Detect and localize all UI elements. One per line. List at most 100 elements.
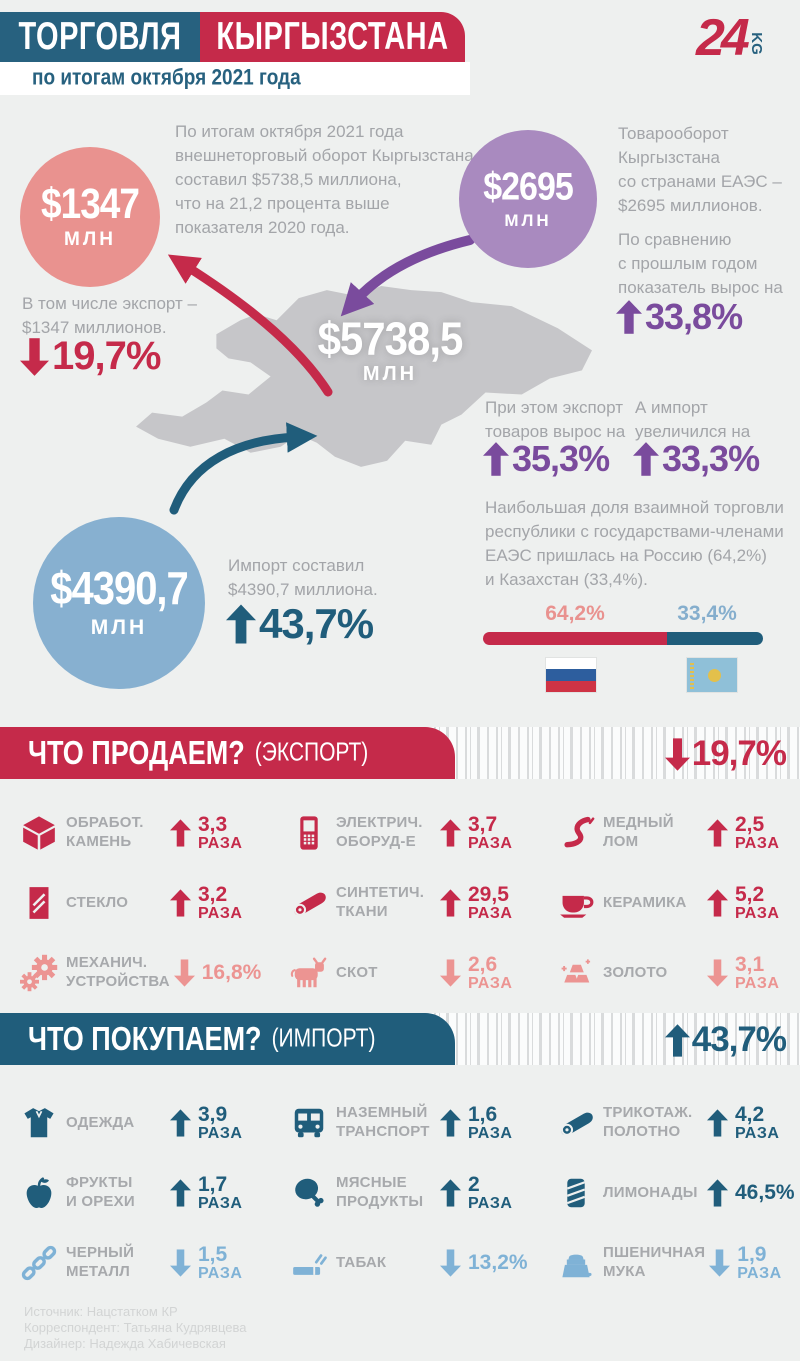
item-unit: РАЗА [198,1264,243,1282]
up-arrow-icon [440,819,461,847]
item-unit: РАЗА [468,974,513,992]
import-section-band: ЧТО ПОКУПАЕМ? (ИМПОРТ) [0,1013,455,1065]
title-box-right: КЫРГЫЗСТАНА [200,12,465,62]
eaes-import-growth: 33,3% [633,438,760,480]
item-label: МЕДНЫЙ ЛОМ [603,814,674,850]
trade-share-bar [483,632,763,645]
item-unit: РАЗА [735,1124,780,1142]
item-label: ЭЛЕКТРИЧ. ОБОРУД-Е [336,814,423,850]
export-note: В том числе экспорт – $1347 миллионов. [22,294,197,337]
export-circle-value: $1347 [41,179,140,227]
up-arrow-icon [707,819,728,847]
up-arrow-icon [226,604,256,644]
page-subtitle: по итогам октября 2021 года [32,65,301,90]
eaes-export-growth-value: 35,3% [512,438,610,479]
apple-icon [20,1174,66,1212]
import-circle: $4390,7 МЛН [33,517,205,689]
gold-bars-icon [557,954,603,992]
import-item-row: ОДЕЖДА 3,9 РАЗА [20,1088,290,1158]
eaes-growth-value: 33,8% [645,296,743,337]
item-unit: РАЗА [737,1264,782,1282]
export-item-row: МЕХАНИЧ. УСТРОЙСТВА 16,8% [20,938,290,1008]
item-value: 16,8% [201,960,262,984]
eaes-import-note: А импорт увеличился на [635,398,751,441]
kazakhstan-flag [687,658,737,692]
item-label: ОБРАБОТ. КАМЕНЬ [66,814,144,850]
export-section-subtitle: (ЭКСПОРТ) [254,738,369,767]
item-label: СКОТ [336,963,378,981]
export-item-row: ОБРАБОТ. КАМЕНЬ 3,3 РАЗА [20,798,290,868]
item-value: 1,6 [468,1102,498,1126]
import-item-row: НАЗЕМНЫЙ ТРАНСПОРТ 1,6 РАЗА [290,1088,557,1158]
up-arrow-icon [707,1109,728,1137]
item-label: ФРУКТЫ И ОРЕХИ [66,1174,135,1210]
item-value: 1,7 [198,1172,228,1196]
export-circle: $1347 МЛН [20,147,160,287]
credits: Источник: Нацстатком КР Корреспондент: Т… [24,1304,246,1352]
import-item-row: ПШЕНИЧНАЯ МУКА 1,9 РАЗА [557,1228,786,1298]
eaes-growth: 33,8% [616,296,743,338]
export-change: 19,7% [20,334,161,379]
stone-icon [20,814,66,852]
import-item-row: ФРУКТЫ И ОРЕХИ 1,7 РАЗА [20,1158,290,1228]
logo-suffix: KG [747,32,765,55]
item-unit: РАЗА [468,904,513,922]
item-value: 4,2 [735,1102,765,1126]
russia-share-label: 64,2% [545,602,605,625]
import-item-row: ЛИМОНАДЫ 46,5% [557,1158,795,1228]
export-section-change-value: 19,7% [691,734,787,773]
credit-designer: Дизайнер: Надежда Хабичевская [24,1336,226,1351]
import-note: Импорт составил $4390,7 миллиона. [228,556,378,599]
item-value: 2,6 [468,952,498,976]
item-label: ЛИМОНАДЫ [603,1183,698,1201]
page-title-right: КЫРГЫЗСТАНА [216,14,449,58]
credit-source: Источник: Нацстатком КР [24,1304,178,1319]
flag-stripe [546,658,596,670]
item-value: 5,2 [735,882,765,906]
item-unit: РАЗА [735,904,780,922]
item-label: ТАБАК [336,1253,387,1271]
export-item-row: СКОТ 2,6 РАЗА [290,938,557,1008]
down-arrow-icon [170,1249,191,1277]
up-arrow-icon [483,442,509,476]
up-arrow-icon [633,442,659,476]
flag-ornament [690,661,694,689]
item-value: 13,2% [468,1250,528,1274]
cup-icon [557,884,603,922]
down-arrow-icon [174,959,195,987]
export-section-change: 19,7% [665,734,787,774]
total-turnover-label: $5738,5 МЛН [305,313,475,386]
import-item-row: ЧЕРНЫЙ МЕТАЛЛ 1,5 РАЗА [20,1228,290,1298]
knit-roll-icon [557,1104,603,1142]
export-item-row: ЗОЛОТО 3,1 РАЗА [557,938,786,1008]
export-item-row: ЭЛЕКТРИЧ. ОБОРУД-Е 3,7 РАЗА [290,798,557,868]
item-label: ПШЕНИЧНАЯ МУКА [603,1244,706,1280]
item-unit: РАЗА [735,834,780,852]
up-arrow-icon [170,819,191,847]
import-item-row: ТРИКОТАЖ. ПОЛОТНО 4,2 РАЗА [557,1088,786,1158]
item-value: 2 [468,1172,480,1196]
fabric-roll-icon [290,884,336,922]
bus-icon [290,1104,336,1142]
chain-icon [20,1244,66,1282]
item-value: 1,9 [737,1242,767,1266]
up-arrow-icon [440,889,461,917]
item-unit: РАЗА [468,1194,513,1212]
item-label: МЕХАНИЧ. УСТРОЙСТВА [66,954,170,990]
item-label: КЕРАМИКА [603,893,687,911]
eaes-export-growth: 35,3% [483,438,610,480]
down-arrow-icon [20,338,49,376]
item-label: НАЗЕМНЫЙ ТРАНСПОРТ [336,1104,430,1140]
import-section-change-value: 43,7% [691,1020,787,1059]
item-label: СИНТЕТИЧ. ТКАНИ [336,884,425,920]
share-note: Наибольшая доля взаимной торговли респуб… [485,498,784,589]
total-turnover-unit: МЛН [362,363,418,385]
eaes-circle-value: $2695 [483,164,574,209]
glass-icon [20,884,66,922]
eaes-circle-unit: МЛН [504,210,552,230]
up-arrow-icon [170,889,191,917]
import-item-row: МЯСНЫЕ ПРОДУКТЫ 2 РАЗА [290,1158,557,1228]
item-unit: РАЗА [198,1124,243,1142]
item-value: 29,5 [468,882,509,906]
